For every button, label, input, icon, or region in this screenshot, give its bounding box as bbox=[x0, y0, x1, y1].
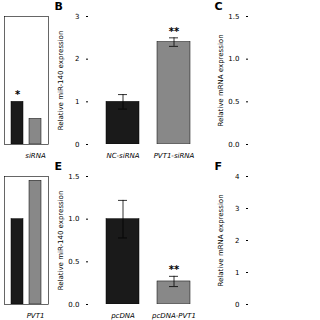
svg-text:E: E bbox=[55, 160, 63, 173]
svg-text:**: ** bbox=[169, 264, 180, 275]
svg-text:1.5: 1.5 bbox=[228, 13, 239, 21]
svg-text:0.5: 0.5 bbox=[228, 98, 239, 106]
svg-text:1: 1 bbox=[235, 269, 239, 277]
svg-text:PVT1: PVT1 bbox=[27, 312, 45, 320]
svg-text:3: 3 bbox=[75, 13, 79, 21]
svg-text:C: C bbox=[215, 0, 223, 13]
svg-text:0.0: 0.0 bbox=[228, 141, 239, 149]
svg-text:2: 2 bbox=[75, 55, 79, 63]
svg-text:pcDNA-PVT1: pcDNA-PVT1 bbox=[151, 312, 196, 320]
svg-text:NC-siRNA: NC-siRNA bbox=[106, 152, 139, 160]
svg-text:0: 0 bbox=[75, 141, 79, 149]
svg-text:*: * bbox=[15, 89, 21, 100]
svg-text:siRNA: siRNA bbox=[25, 152, 46, 160]
svg-text:0.0: 0.0 bbox=[68, 301, 79, 309]
svg-text:1.0: 1.0 bbox=[228, 55, 239, 63]
svg-text:1.0: 1.0 bbox=[68, 215, 79, 223]
svg-text:Relative mRNA expression: Relative mRNA expression bbox=[217, 34, 225, 126]
svg-text:2: 2 bbox=[235, 237, 239, 245]
svg-text:F: F bbox=[215, 160, 223, 173]
svg-text:1: 1 bbox=[75, 98, 79, 106]
svg-text:0.5: 0.5 bbox=[68, 258, 79, 266]
svg-text:1.5: 1.5 bbox=[68, 173, 79, 181]
svg-text:3: 3 bbox=[235, 205, 239, 213]
svg-text:Relative miR-140 expression: Relative miR-140 expression bbox=[57, 191, 65, 291]
svg-text:Relative mRNA expression: Relative mRNA expression bbox=[217, 194, 225, 286]
svg-text:pcDNA: pcDNA bbox=[110, 312, 135, 320]
svg-text:B: B bbox=[55, 0, 63, 13]
svg-text:Relative miR-140 expression: Relative miR-140 expression bbox=[57, 31, 65, 131]
svg-text:4: 4 bbox=[235, 173, 240, 181]
svg-text:**: ** bbox=[169, 26, 180, 37]
svg-text:PVT1-siRNA: PVT1-siRNA bbox=[154, 152, 195, 160]
svg-text:0: 0 bbox=[235, 301, 239, 309]
